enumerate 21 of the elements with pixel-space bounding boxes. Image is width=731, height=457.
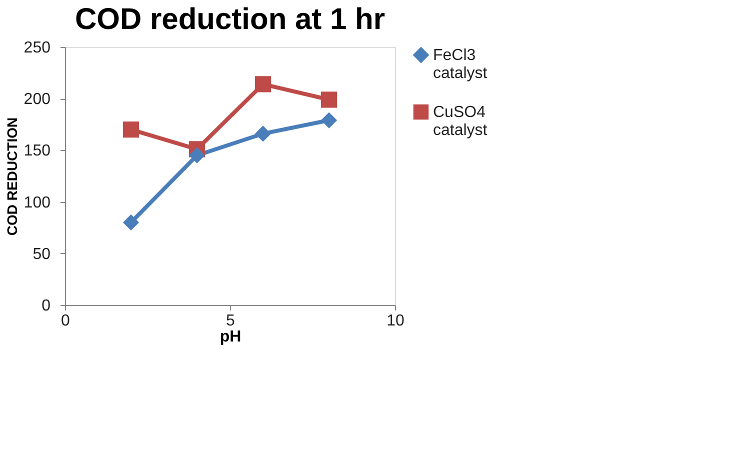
point	[254, 126, 272, 142]
y-axis-title: COD REDUCTION	[4, 117, 20, 236]
y-tick-label: 150	[24, 142, 51, 160]
point	[122, 214, 140, 230]
point	[188, 147, 206, 164]
y-tick-label: 200	[24, 91, 51, 108]
y-tick-label: 100	[24, 194, 51, 212]
x-tick-label: 5	[226, 312, 236, 330]
chart-title: COD reduction at 1 hr	[74, 3, 386, 36]
point	[320, 92, 338, 108]
y-tick-label: 50	[32, 246, 51, 263]
point	[122, 122, 140, 138]
x-tick-label: 0	[61, 312, 70, 330]
legend-label: FeCl3 catalyst	[433, 47, 488, 82]
legend-label: CuSO4 catalyst	[433, 104, 488, 139]
point	[320, 112, 338, 128]
x-tick-label: 10	[386, 312, 404, 330]
point	[254, 76, 272, 92]
y-tick-label: 0	[42, 298, 51, 314]
x-axis-title: pH	[220, 328, 242, 346]
y-tick-label: 250	[24, 40, 51, 56]
